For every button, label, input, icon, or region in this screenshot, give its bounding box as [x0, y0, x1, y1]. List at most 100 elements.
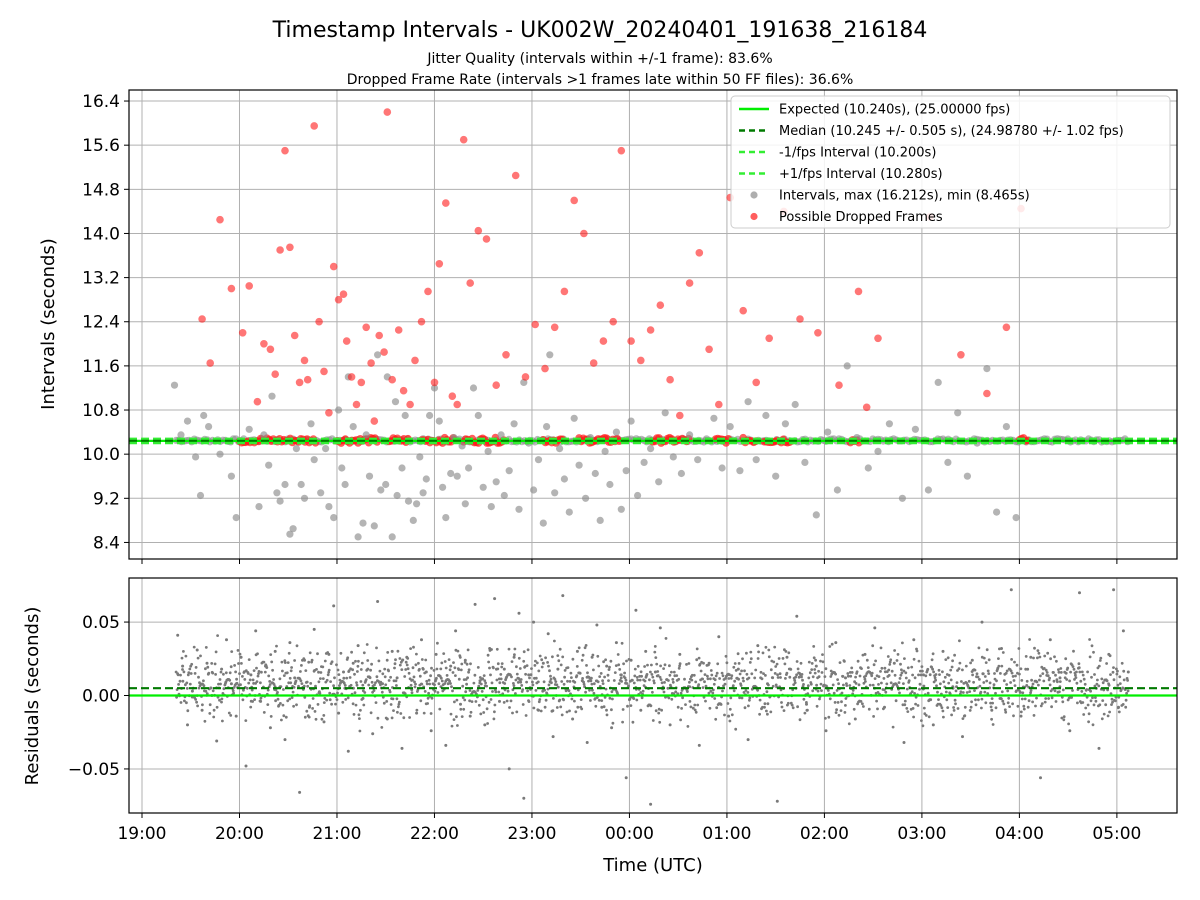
residual-point: [525, 680, 528, 684]
residual-outlier-point: [756, 644, 760, 648]
residual-point: [1009, 681, 1012, 684]
residual-point: [846, 674, 850, 678]
residual-point: [385, 658, 389, 662]
residual-point: [879, 646, 883, 650]
residual-outlier-point: [1000, 647, 1003, 650]
residual-point: [262, 711, 266, 714]
residual-point: [934, 678, 937, 682]
residual-point: [730, 713, 734, 717]
interval-point: [469, 384, 478, 392]
residual-point: [625, 682, 629, 685]
residual-point: [916, 704, 920, 707]
residual-point: [411, 666, 415, 670]
residual-point: [807, 676, 811, 680]
residual-point: [342, 681, 346, 685]
interval-point: [416, 453, 424, 461]
residual-point: [181, 679, 185, 683]
dropped-frame-point: [715, 400, 723, 409]
residual-point: [500, 662, 504, 665]
residual-point: [927, 715, 931, 719]
interval-point: [640, 458, 648, 466]
residual-point: [668, 664, 671, 668]
residual-point: [924, 714, 928, 717]
residual-point: [931, 652, 935, 656]
residual-point: [605, 713, 609, 717]
dropped-frame-point: [442, 199, 450, 207]
residual-outlier-point: [575, 649, 579, 653]
interval-point: [677, 469, 686, 478]
residual-outlier-point: [532, 620, 536, 624]
residual-point: [655, 662, 659, 666]
residual-point: [863, 677, 867, 681]
residual-point: [817, 675, 821, 679]
residual-point: [487, 660, 490, 664]
residual-point: [522, 650, 526, 654]
residual-point: [510, 660, 514, 663]
residual-point: [455, 698, 459, 702]
residual-point: [951, 659, 954, 663]
residual-point: [290, 666, 293, 669]
residual-point: [784, 677, 787, 680]
interval-point: [216, 450, 224, 458]
residual-outlier-point: [629, 658, 633, 662]
residual-outlier-point: [327, 652, 331, 656]
interval-point: [341, 480, 349, 489]
residual-point: [845, 684, 849, 687]
residual-point: [586, 671, 589, 675]
residual-point: [449, 682, 452, 685]
residual-point: [305, 680, 309, 684]
residual-point: [569, 671, 573, 675]
residual-point: [838, 661, 842, 664]
residual-point: [709, 689, 713, 693]
residuals-y-ticks: −0.050.000.05: [68, 613, 129, 780]
residual-outlier-point: [200, 708, 204, 712]
legend-intervals-swatch: [750, 191, 758, 199]
residual-point: [427, 678, 431, 682]
residual-point: [317, 670, 320, 674]
residual-point: [565, 710, 569, 714]
residual-point: [815, 704, 819, 708]
residual-point: [539, 709, 543, 713]
residual-point: [425, 682, 429, 686]
residual-point: [451, 671, 455, 674]
dropped-frame-point: [430, 378, 439, 387]
residual-point: [797, 675, 801, 679]
residual-point: [1005, 669, 1009, 673]
residual-point: [185, 701, 188, 705]
interval-point: [292, 445, 300, 453]
residual-point: [1115, 667, 1118, 671]
residual-point: [887, 668, 891, 672]
residual-point: [1059, 671, 1063, 674]
residual-point: [303, 715, 307, 719]
residual-outlier-point: [931, 723, 935, 727]
interval-point: [596, 516, 604, 525]
residual-point: [424, 658, 428, 662]
residual-outlier-point: [259, 699, 263, 703]
residual-outlier-point: [605, 664, 609, 668]
residual-point: [197, 675, 200, 679]
residual-point: [743, 706, 747, 710]
residual-point: [1038, 678, 1041, 682]
residual-point: [954, 702, 957, 706]
residual-point: [396, 710, 399, 714]
residual-point: [217, 682, 220, 686]
residual-point: [274, 699, 277, 703]
residual-point: [211, 671, 215, 675]
dropped-frame-point: [362, 323, 371, 332]
residual-point: [552, 697, 555, 700]
residual-outlier-point: [459, 702, 462, 706]
residual-point: [206, 665, 210, 669]
residual-point: [428, 682, 431, 686]
residual-point: [864, 674, 868, 678]
residual-point: [714, 674, 718, 678]
residual-point: [633, 674, 637, 678]
residual-point: [902, 669, 906, 673]
residual-point: [304, 669, 308, 672]
residual-point: [654, 656, 658, 659]
residual-point: [281, 703, 285, 707]
residual-point: [1064, 657, 1068, 661]
residual-point: [595, 696, 599, 699]
residual-point: [185, 687, 189, 690]
residual-point: [674, 690, 678, 694]
residual-point: [1071, 665, 1075, 668]
